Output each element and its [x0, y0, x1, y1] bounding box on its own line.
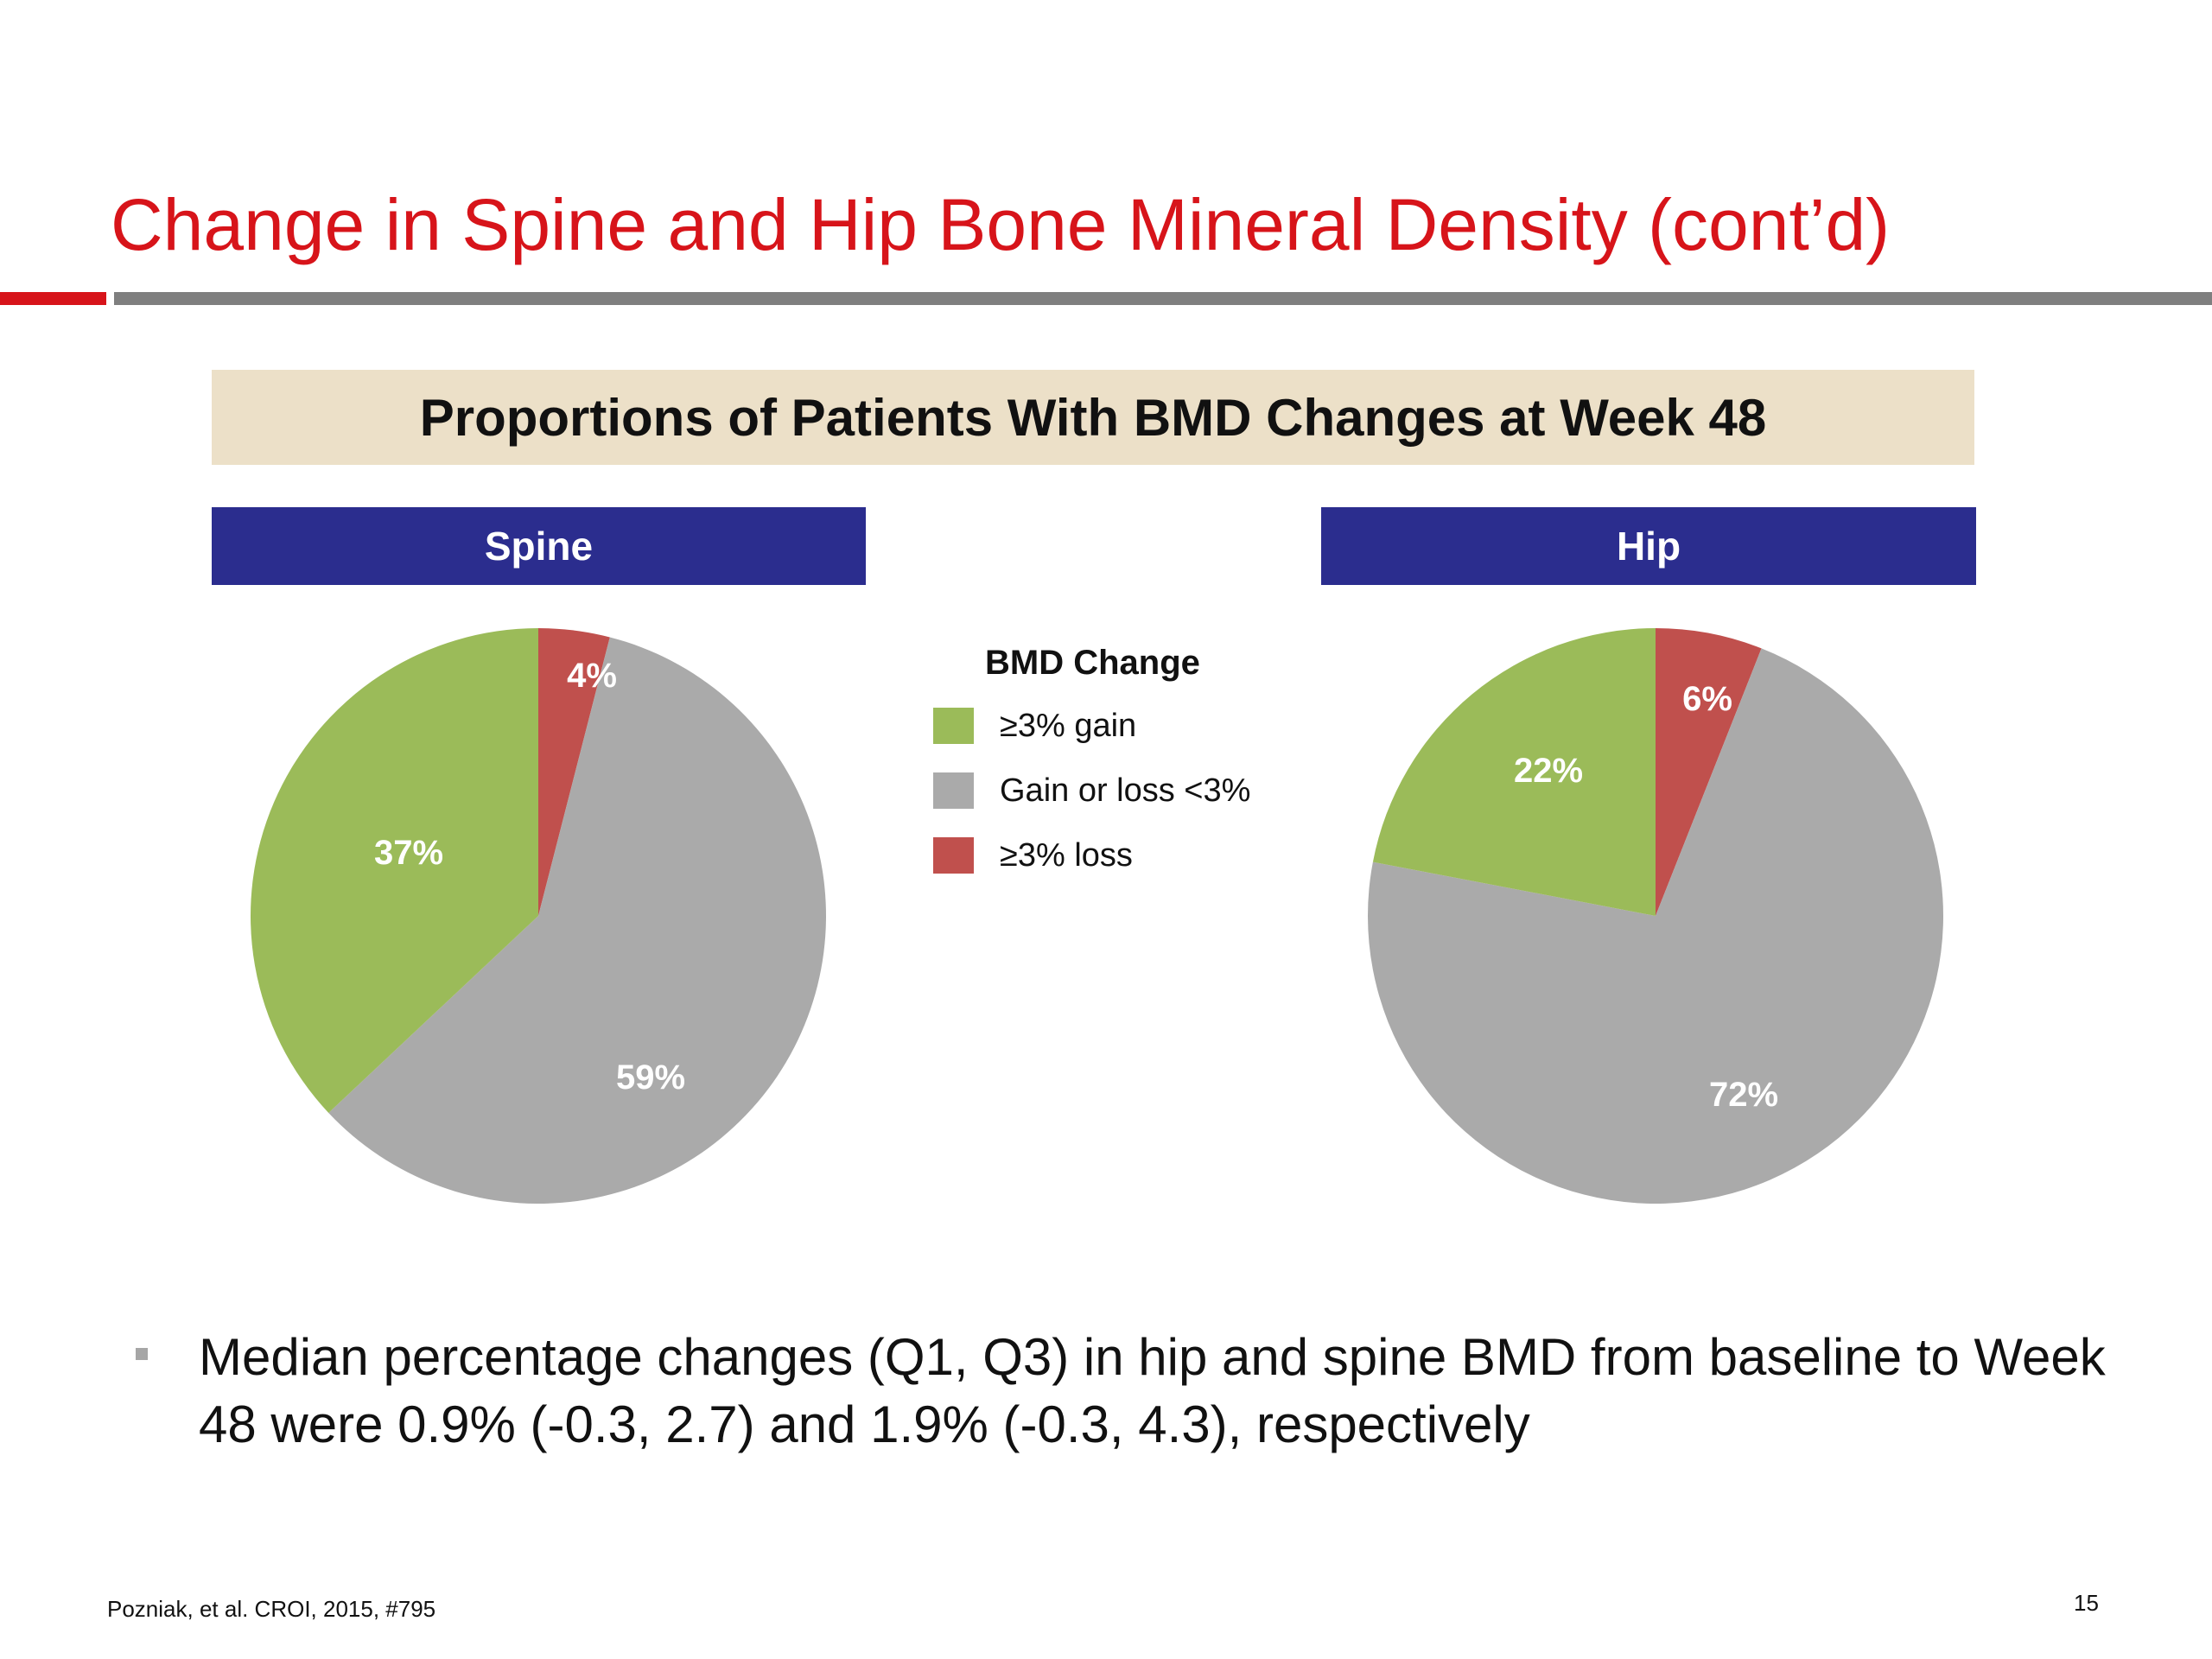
bullet-square-icon [136, 1348, 148, 1360]
legend: BMD Change ≥3% gain Gain or loss <3% ≥3%… [933, 644, 1331, 899]
pie-slice-hip-0 [1656, 628, 1762, 916]
bullet-text: Median percentage changes (Q1, Q3) in hi… [199, 1328, 2106, 1453]
pie-label-hip-0: 6% [1682, 680, 1732, 718]
pie-slice-spine-1 [328, 637, 827, 1204]
chart-banner: Proportions of Patients With BMD Changes… [212, 370, 1974, 465]
legend-item-gain: ≥3% gain [933, 705, 1331, 747]
pie-slice-spine-0 [538, 628, 610, 916]
legend-title: BMD Change [985, 644, 1200, 682]
pie-label-spine-2: 37% [374, 834, 443, 872]
pie-label-spine-1: 59% [616, 1058, 685, 1096]
legend-swatch-gain [933, 708, 974, 744]
title-rule-gray [114, 292, 2212, 305]
pie-label-spine-0: 4% [567, 657, 617, 695]
pie-slice-spine-2 [251, 628, 538, 1113]
pie-slice-hip-2 [1372, 628, 1656, 916]
spine-pie-chart: 4% 59% 37% [251, 628, 827, 1204]
legend-swatch-loss [933, 837, 974, 874]
legend-item-neutral: Gain or loss <3% [933, 770, 1331, 811]
legend-label-gain: ≥3% gain [1000, 707, 1137, 744]
footnote-citation: Pozniak, et al. CROI, 2015, #795 [107, 1596, 436, 1622]
legend-label-loss: ≥3% loss [1000, 836, 1133, 874]
pie-slice-hip-1 [1368, 648, 1943, 1205]
hip-panel-header: Hip [1321, 507, 1976, 585]
spine-panel-header: Spine [212, 507, 866, 585]
legend-label-neutral: Gain or loss <3% [1000, 772, 1251, 809]
slide-title: Change in Spine and Hip Bone Mineral Den… [111, 184, 1891, 265]
hip-pie-chart: 6% 72% 22% [1368, 628, 1943, 1205]
page-number: 15 [2074, 1590, 2099, 1616]
title-rule-red [0, 292, 106, 305]
legend-swatch-neutral [933, 772, 974, 809]
pie-label-hip-1: 72% [1709, 1076, 1778, 1114]
pie-label-hip-2: 22% [1514, 752, 1583, 790]
legend-item-loss: ≥3% loss [933, 835, 1331, 876]
